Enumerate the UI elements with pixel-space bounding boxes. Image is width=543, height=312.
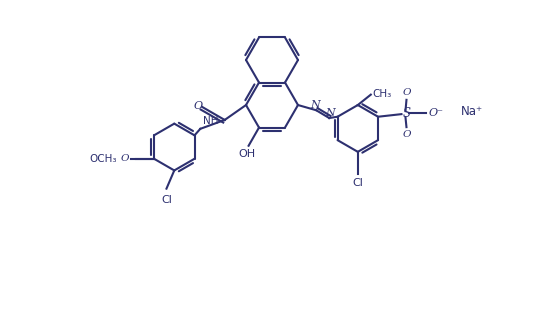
Text: S: S [402,107,411,119]
Text: CH₃: CH₃ [373,89,392,99]
Text: OCH₃: OCH₃ [89,154,117,164]
Text: Na⁺: Na⁺ [461,105,483,118]
Text: O: O [402,130,411,139]
Text: O: O [194,101,203,111]
Text: Cl: Cl [352,178,363,188]
Text: N: N [311,100,320,110]
Text: N: N [325,108,335,118]
Text: O⁻: O⁻ [428,108,443,118]
Text: Cl: Cl [161,195,172,205]
Text: NH: NH [203,116,218,126]
Text: O: O [120,154,129,163]
Text: OH: OH [238,149,255,159]
Text: O: O [402,88,411,97]
